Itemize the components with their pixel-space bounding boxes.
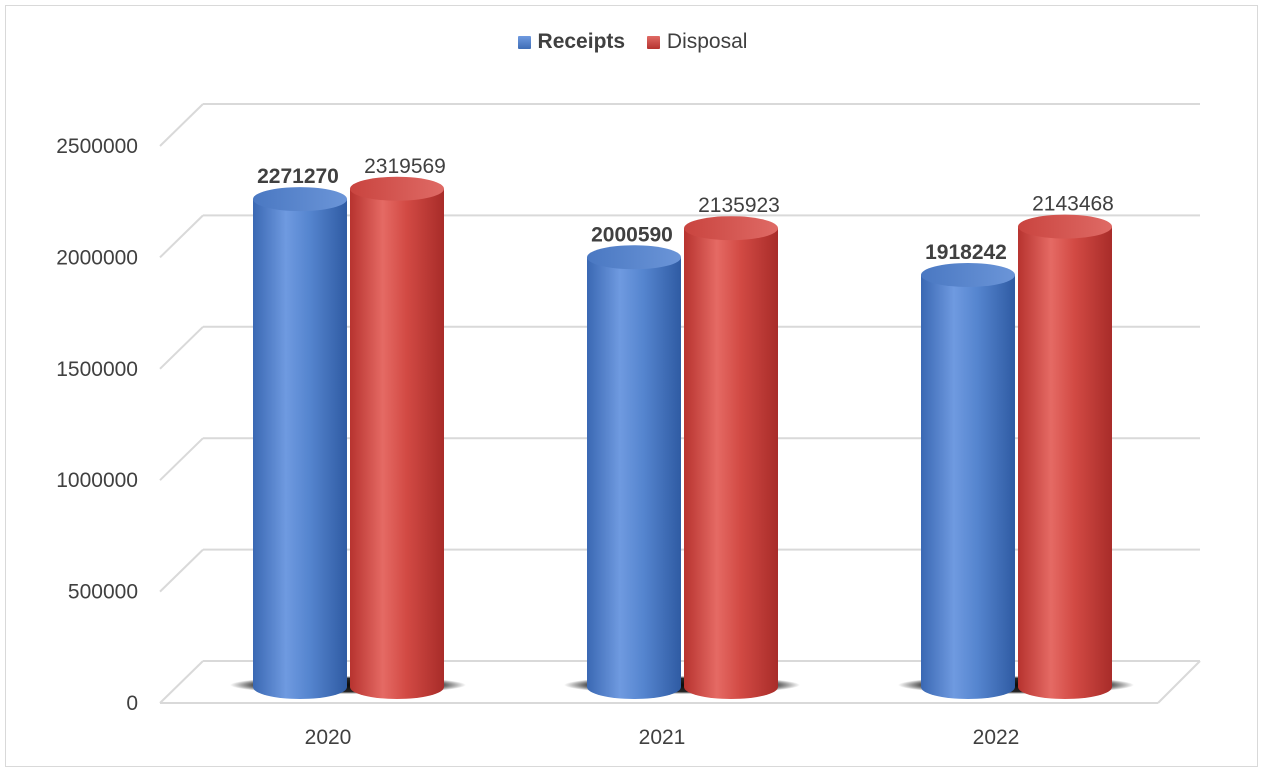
y-tick-label: 500000 (68, 581, 138, 604)
bar-top (350, 176, 444, 201)
bar-disposal-2021 (684, 216, 778, 699)
bar-body (587, 257, 681, 699)
bar-disposal-2022 (1018, 214, 1112, 699)
bar-top (587, 245, 681, 270)
data-label-receipts: 2000590 (591, 223, 673, 246)
bar-receipts-2022 (921, 262, 1015, 699)
bar-top (921, 262, 1015, 287)
data-labels: 2271270 2319569 2000590 2135923 1918242 21434… (257, 155, 1114, 264)
floor-edge-side (1157, 660, 1201, 704)
bar-receipts-2021 (587, 245, 681, 699)
bar-disposal-2020 (350, 176, 444, 699)
bar-body (350, 188, 444, 699)
chart-frame (5, 5, 1258, 767)
legend-item-disposal: Disposal (646, 30, 748, 54)
y-tick-label: 0 (126, 692, 138, 715)
bar-top (253, 187, 347, 212)
y-tick-label: 1000000 (56, 469, 138, 492)
x-tick-label: 2021 (639, 726, 686, 749)
bar-body (253, 199, 347, 699)
x-tick-label: 2022 (973, 726, 1020, 749)
gridline-diagonal (159, 214, 204, 259)
legend-swatch-receipts (517, 35, 531, 49)
gridline-diagonal (159, 326, 204, 370)
legend-swatch-disposal (646, 35, 660, 49)
bars (230, 176, 1134, 699)
x-axis: 2020 2021 2022 (305, 726, 1020, 749)
bar-top (1018, 214, 1112, 239)
y-axis: 0 500000 1000000 1500000 2000000 2500000 (56, 135, 138, 715)
data-label-disposal: 2135923 (698, 194, 780, 217)
data-label-receipts: 2271270 (257, 165, 339, 188)
legend-item-receipts: Receipts (517, 30, 626, 54)
data-label-receipts: 1918242 (925, 241, 1007, 264)
y-tick-label: 2500000 (56, 135, 138, 158)
gridline-diagonal (159, 437, 204, 481)
x-tick-label: 2020 (305, 726, 352, 749)
gridline-diagonal (159, 548, 204, 593)
y-tick-label: 1500000 (56, 358, 138, 381)
legend-label-disposal: Disposal (666, 30, 748, 53)
bar-body (921, 274, 1015, 699)
y-tick-label: 2000000 (56, 246, 138, 269)
legend: Receipts Disposal (0, 30, 1265, 55)
bar-body (684, 228, 778, 699)
gridline-diagonal (159, 103, 204, 147)
bar-body (1018, 226, 1112, 699)
legend-label-receipts: Receipts (537, 30, 626, 53)
data-label-disposal: 2319569 (364, 155, 446, 178)
data-label-disposal: 2143468 (1032, 193, 1114, 216)
bar-receipts-2020 (253, 187, 347, 699)
bar-top (684, 216, 778, 241)
gridline-diagonal (159, 660, 204, 704)
